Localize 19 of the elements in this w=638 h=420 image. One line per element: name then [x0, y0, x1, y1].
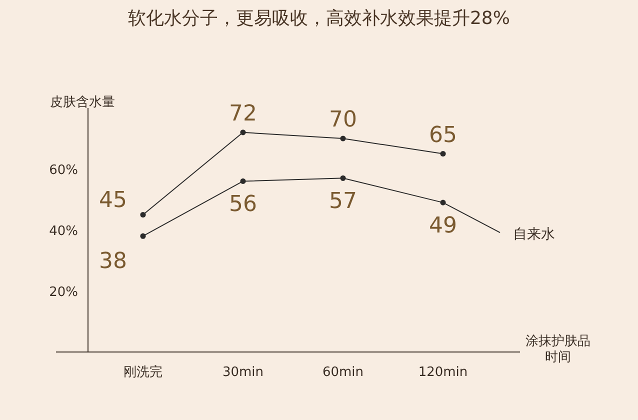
chart-title: 软化水分子，更易吸收，高效补水效果提升28%	[126, 7, 511, 30]
x-tick-label: 120min	[418, 365, 468, 380]
data-label: 56	[229, 192, 257, 218]
y-tick-label: 40%	[49, 224, 78, 239]
data-label: 45	[99, 188, 127, 213]
data-label: 72	[229, 101, 257, 126]
text: 自来水	[513, 226, 555, 243]
x-axis-title: 涂抹护肤品时间	[525, 334, 591, 366]
data-label: 70	[329, 108, 357, 132]
data-label: 38	[99, 249, 127, 274]
x-tick-label: 刚洗完	[124, 364, 162, 380]
data-label: 57	[329, 189, 357, 214]
data-label: 65	[429, 122, 457, 148]
y-tick-label: 20%	[49, 285, 78, 300]
y-axis-title: 皮肤含水量	[50, 94, 115, 111]
x-tick-label: 60min	[322, 365, 364, 380]
data-label: 49	[429, 214, 457, 239]
x-tick-label: 30min	[222, 365, 264, 380]
y-tick-label: 60%	[49, 163, 78, 178]
